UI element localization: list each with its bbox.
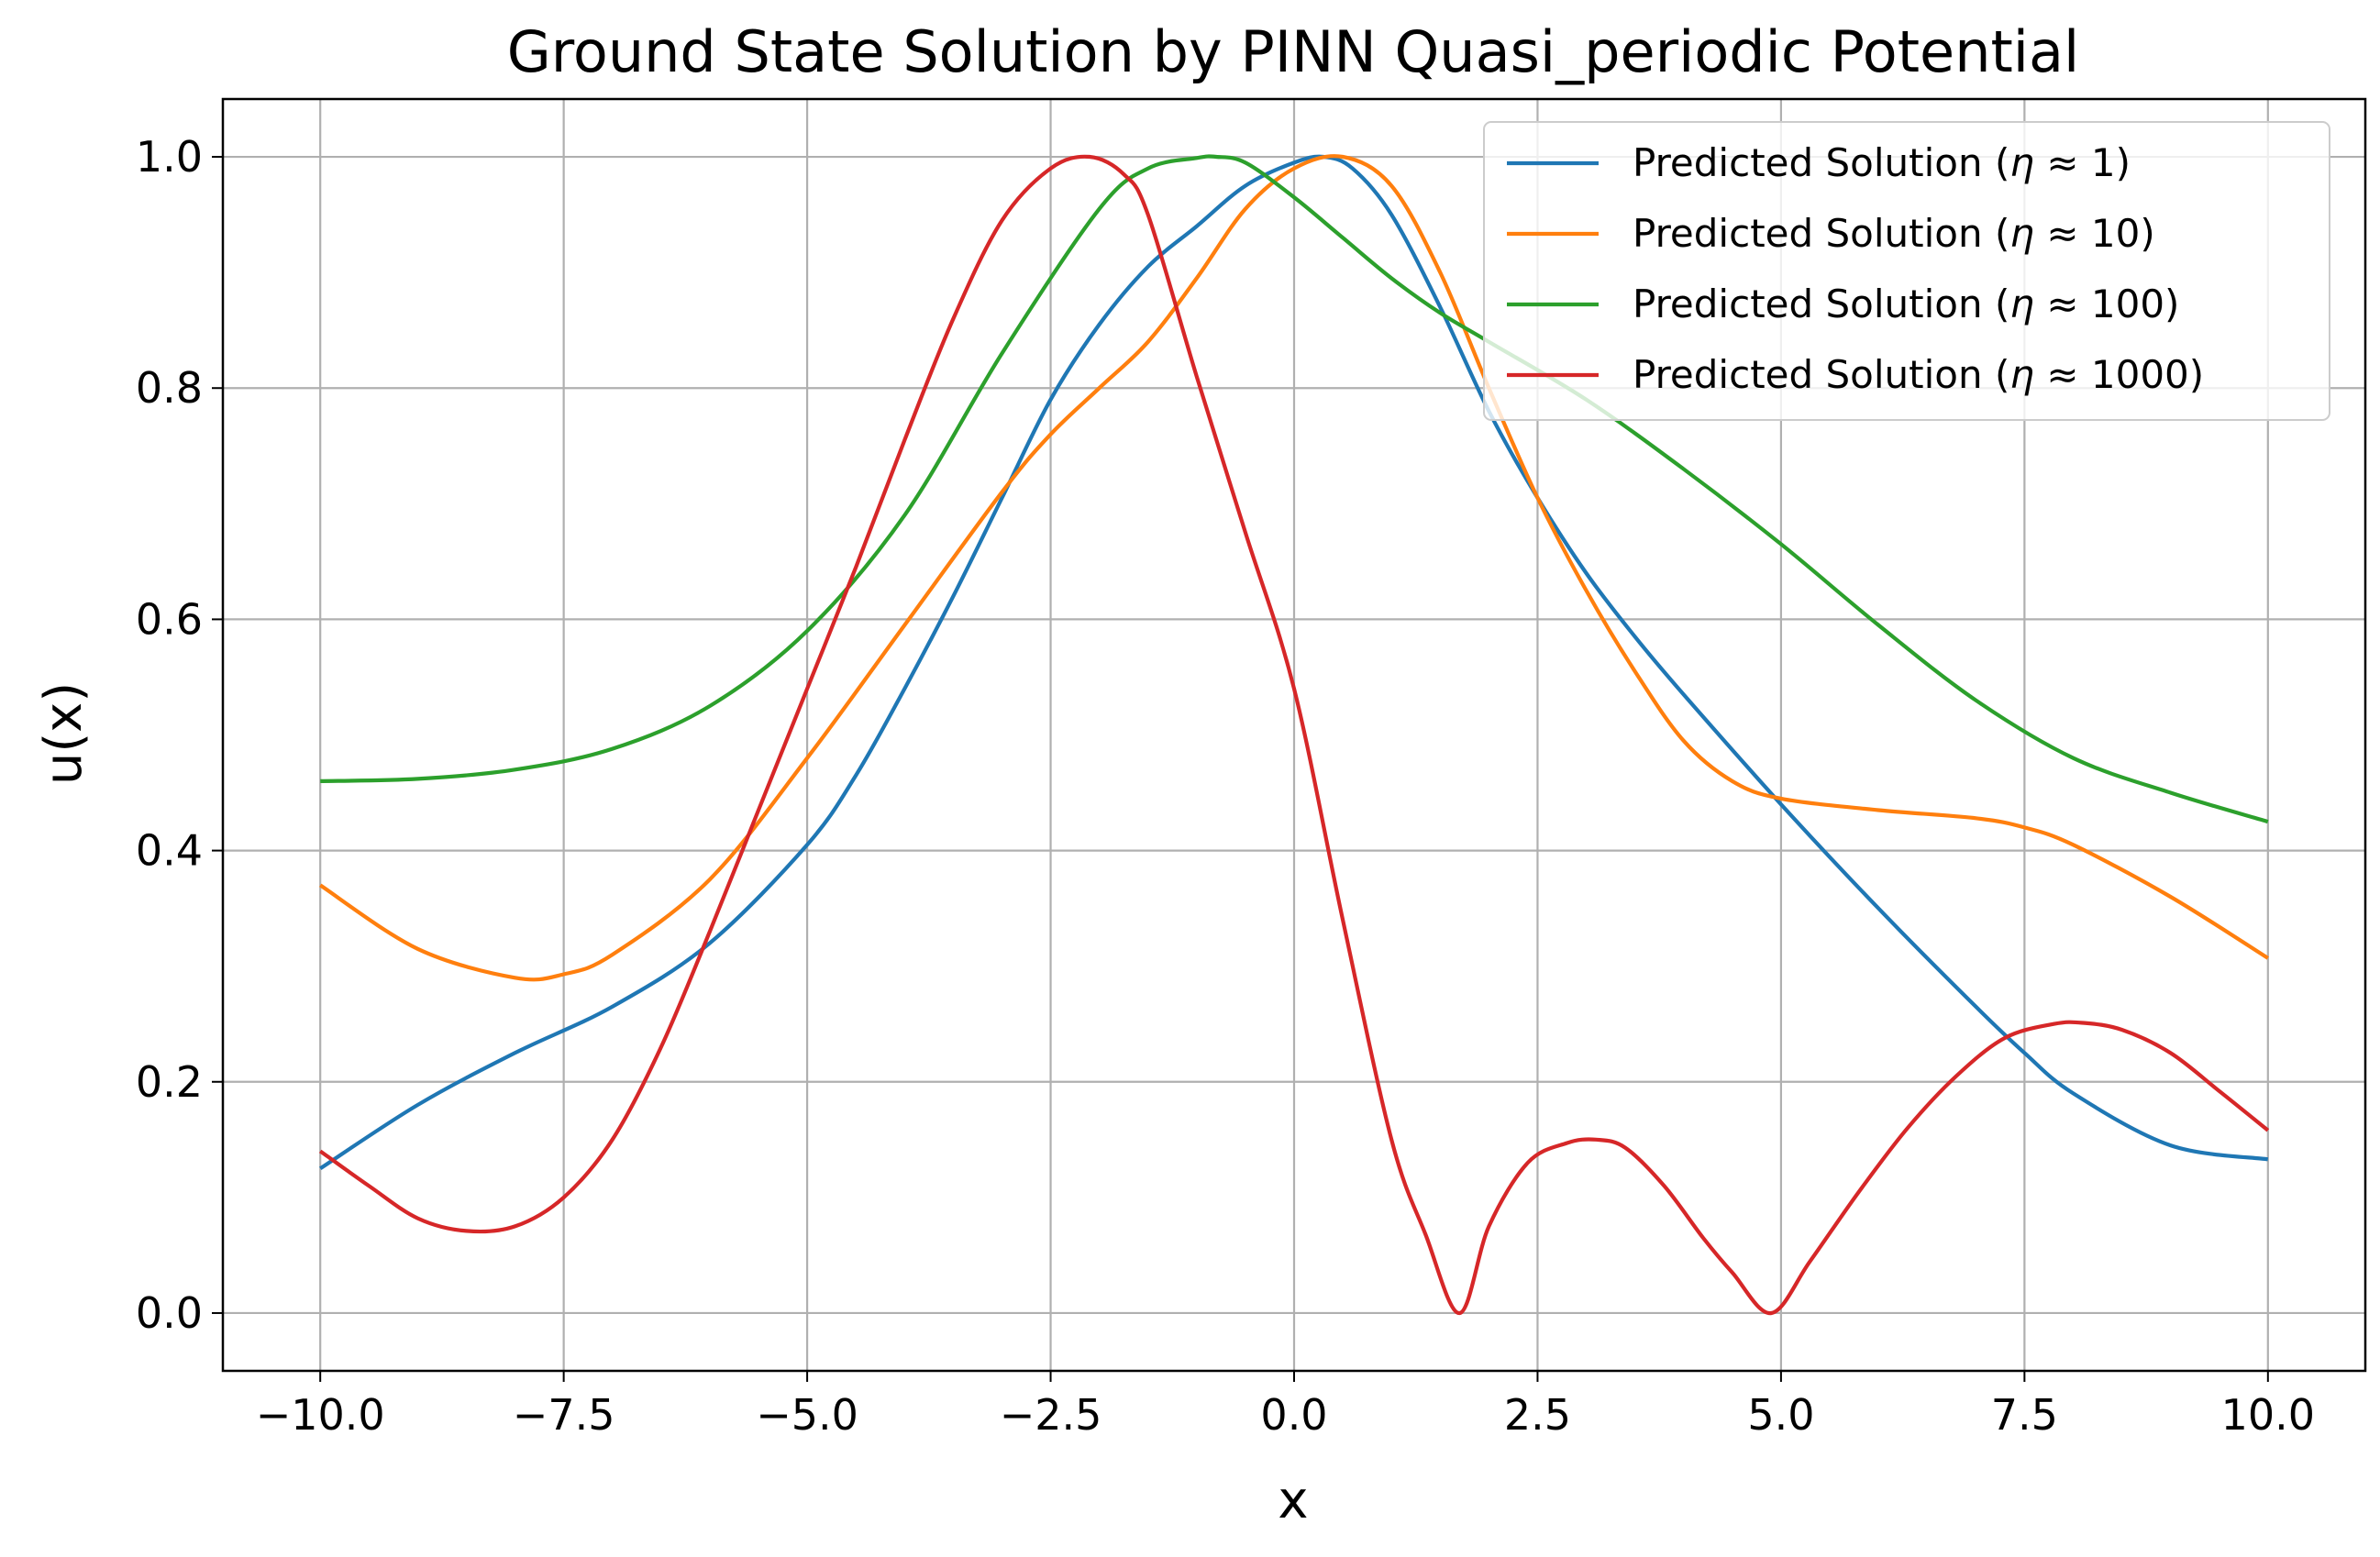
legend: Predicted Solution (η ≈ 1)Predicted Solu…	[1483, 121, 2330, 421]
legend-label-symbol: η	[2009, 282, 2034, 326]
series-line-3	[318, 154, 2270, 1316]
legend-label-prefix: Predicted Solution (	[1633, 140, 2009, 185]
legend-label-prefix: Predicted Solution (	[1633, 282, 2009, 326]
y-tick-label: 0.6	[136, 594, 203, 644]
legend-label-suffix: ≈ 100)	[2034, 282, 2179, 326]
y-tick-label: 0.4	[136, 826, 203, 876]
x-tick-label: −10.0	[256, 1390, 385, 1440]
legend-label-symbol: η	[2009, 211, 2034, 256]
x-tick-label: 2.5	[1504, 1390, 1571, 1440]
x-tick-label: 10.0	[2221, 1390, 2315, 1440]
legend-label-prefix: Predicted Solution (	[1633, 211, 2009, 256]
legend-label-2: Predicted Solution (η ≈ 100)	[1633, 282, 2179, 326]
legend-label-symbol: η	[2009, 352, 2034, 397]
legend-label-prefix: Predicted Solution (	[1633, 352, 2009, 397]
x-tick-label: 5.0	[1747, 1390, 1814, 1440]
series-line-0	[319, 154, 2269, 1171]
legend-label-suffix: ≈ 10)	[2034, 211, 2155, 256]
legend-label-symbol: η	[2009, 140, 2034, 185]
x-tick-label: 7.5	[1991, 1390, 2058, 1440]
legend-label-3: Predicted Solution (η ≈ 1000)	[1633, 352, 2204, 397]
chart-title: Ground State Solution by PINN Quasi_peri…	[507, 18, 2080, 85]
legend-label-1: Predicted Solution (η ≈ 10)	[1633, 211, 2155, 256]
x-tick-label: −7.5	[513, 1390, 615, 1440]
ticks: −10.0 −7.5 −5.0 −2.5 0.0 2.5 5.0 7.5 10.0 0.0 0.2 0…	[136, 132, 2315, 1440]
y-tick-label: 0.0	[136, 1288, 203, 1338]
series-line-2	[320, 154, 2269, 824]
series-line-1	[319, 154, 2269, 982]
x-axis-label: x	[1278, 1471, 1308, 1530]
y-axis-label: u(x)	[34, 682, 94, 785]
y-tick-label: 0.2	[136, 1057, 203, 1107]
legend-label-suffix: ≈ 1)	[2034, 140, 2131, 185]
legend-label-0: Predicted Solution (η ≈ 1)	[1633, 140, 2131, 185]
x-tick-label: −5.0	[756, 1390, 858, 1440]
y-tick-label: 0.8	[136, 363, 203, 413]
plot-lines	[318, 154, 2270, 1316]
x-tick-label: 0.0	[1260, 1390, 1327, 1440]
legend-box	[1483, 121, 2330, 421]
y-tick-label: 1.0	[136, 132, 203, 182]
legend-label-suffix: ≈ 1000)	[2034, 352, 2204, 397]
x-tick-label: −2.5	[1000, 1390, 1102, 1440]
